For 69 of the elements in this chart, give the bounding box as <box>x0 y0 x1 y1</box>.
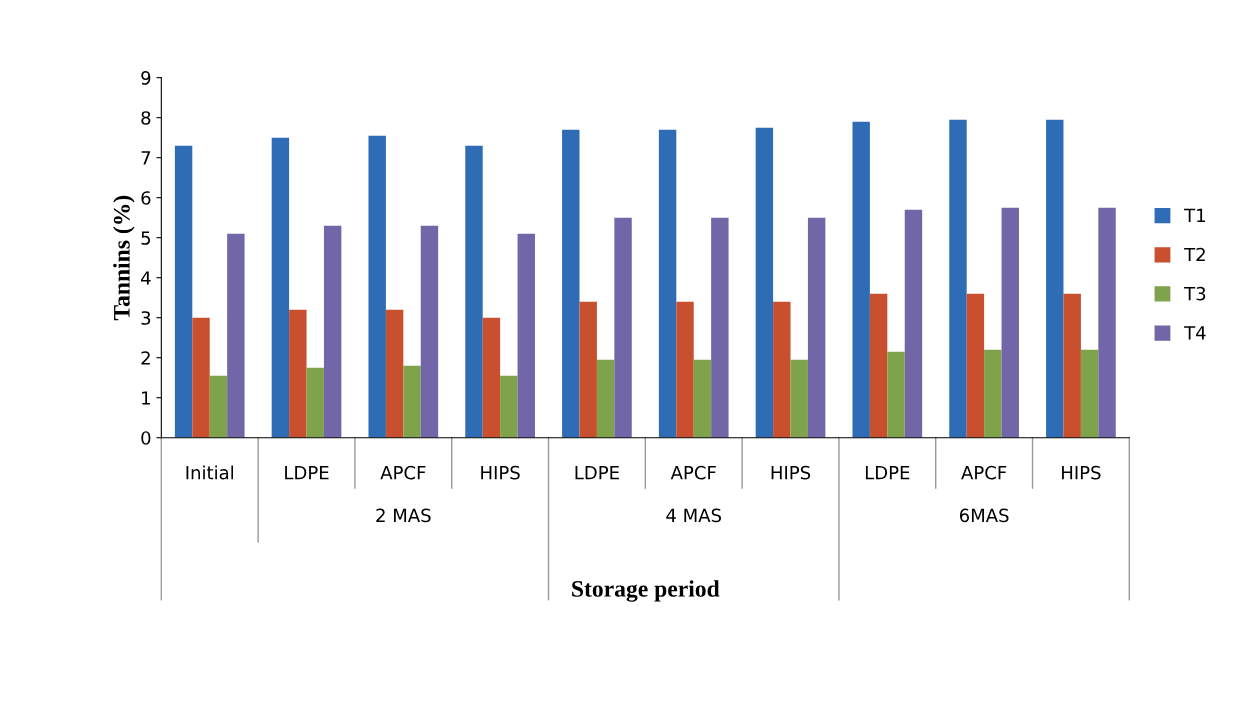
bar <box>773 301 791 438</box>
y-tick-label: 5 <box>141 231 151 245</box>
bar <box>676 301 694 438</box>
y-tick-label: 3 <box>141 311 151 325</box>
y-tick-label: 8 <box>141 111 151 125</box>
text: 4 MAS <box>666 508 722 523</box>
bar <box>984 349 1002 438</box>
x-tick-label: LDPE <box>865 466 910 480</box>
y-tick-label: 0 <box>141 431 151 445</box>
bar <box>562 129 580 438</box>
bar <box>614 217 632 438</box>
bar <box>1001 207 1019 438</box>
bar <box>403 365 421 438</box>
x-tick-label: LDPE <box>575 466 619 480</box>
y-tick-label: 6 <box>141 191 151 205</box>
text: 6MAS <box>959 508 1009 523</box>
bar <box>658 129 677 438</box>
bar <box>289 309 307 438</box>
bar <box>271 137 290 438</box>
x-tick-label: HIPS <box>481 465 520 480</box>
bar <box>807 217 826 438</box>
bar <box>385 309 404 438</box>
y-tick-label: 2 <box>141 351 150 365</box>
bar <box>420 225 439 438</box>
legend-label: T1 <box>1184 208 1205 222</box>
y-tick-label: 1 <box>142 391 150 405</box>
legend-label: T3 <box>1184 286 1206 301</box>
bar <box>1098 207 1116 438</box>
x-tick-label: APCF <box>670 465 716 480</box>
bar <box>579 301 597 438</box>
bar <box>227 233 245 438</box>
bar <box>500 375 518 438</box>
bar <box>1080 349 1099 438</box>
y-axis-title: Tannins (%) <box>113 195 135 321</box>
bar <box>192 317 210 438</box>
legend-label: T4 <box>1184 326 1206 340</box>
bar <box>517 233 535 438</box>
x-tick-label: APCF <box>961 465 1007 480</box>
y-tick-label: 4 <box>141 271 151 285</box>
bar <box>869 293 888 438</box>
bar <box>174 145 193 438</box>
bar <box>482 317 501 438</box>
y-tick-label: 7 <box>141 151 151 165</box>
bar <box>596 359 615 438</box>
text: 2 MAS <box>376 508 431 523</box>
bar <box>465 145 483 438</box>
bar <box>693 359 712 438</box>
bar <box>368 135 386 438</box>
bar <box>306 367 324 438</box>
legend-label: T2 <box>1184 247 1205 262</box>
bar <box>966 293 985 438</box>
bar <box>209 375 228 438</box>
x-tick-label: HIPS <box>1062 465 1101 480</box>
bar <box>711 217 729 438</box>
bar <box>887 351 905 438</box>
bar <box>904 209 923 438</box>
x-tick-label: APCF <box>380 465 426 480</box>
bar <box>852 121 870 438</box>
bar <box>323 225 342 438</box>
bar <box>755 127 774 438</box>
bar <box>1063 293 1081 438</box>
bar <box>1046 119 1064 438</box>
x-tick-label: HIPS <box>771 465 811 480</box>
bar <box>790 359 808 438</box>
x-tick-label: Initial <box>186 465 234 480</box>
x-axis-title: Storage period <box>572 580 720 602</box>
x-tick-label: LDPE <box>285 466 329 480</box>
bar <box>949 119 967 438</box>
y-tick-label: 9 <box>141 71 151 85</box>
